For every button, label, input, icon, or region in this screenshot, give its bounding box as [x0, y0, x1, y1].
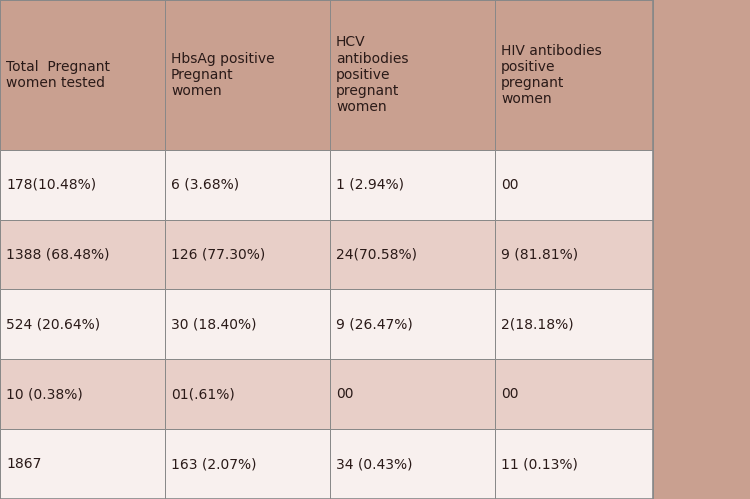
Bar — [165, 150, 330, 220]
Text: 178(10.48%): 178(10.48%) — [6, 178, 96, 192]
Text: 00: 00 — [501, 387, 518, 401]
Bar — [330, 359, 495, 429]
Text: Total  Pregnant
women tested: Total Pregnant women tested — [6, 60, 110, 90]
Bar — [165, 429, 330, 499]
Bar — [330, 0, 495, 150]
Text: 524 (20.64%): 524 (20.64%) — [6, 317, 100, 331]
Bar — [0, 429, 165, 499]
Bar — [495, 429, 652, 499]
Bar — [330, 429, 495, 499]
Text: 163 (2.07%): 163 (2.07%) — [171, 457, 256, 471]
Text: 1 (2.94%): 1 (2.94%) — [336, 178, 404, 192]
Bar — [0, 220, 165, 289]
Text: 2(18.18%): 2(18.18%) — [501, 317, 574, 331]
Bar — [0, 289, 165, 359]
Text: 10 (0.38%): 10 (0.38%) — [6, 387, 82, 401]
Bar — [330, 150, 495, 220]
Bar — [495, 0, 652, 150]
Bar — [330, 289, 495, 359]
Text: 1388 (68.48%): 1388 (68.48%) — [6, 248, 109, 261]
Bar — [0, 150, 165, 220]
Text: 00: 00 — [501, 178, 518, 192]
Bar — [495, 150, 652, 220]
Bar — [495, 220, 652, 289]
Text: 11 (0.13%): 11 (0.13%) — [501, 457, 578, 471]
Text: HbsAg positive
Pregnant
women: HbsAg positive Pregnant women — [171, 52, 274, 98]
Bar — [165, 220, 330, 289]
Text: 01(.61%): 01(.61%) — [171, 387, 235, 401]
Bar — [0, 359, 165, 429]
Text: 9 (81.81%): 9 (81.81%) — [501, 248, 578, 261]
Bar — [165, 359, 330, 429]
Bar — [330, 220, 495, 289]
Text: 24(70.58%): 24(70.58%) — [336, 248, 417, 261]
Text: HIV antibodies
positive
pregnant
women: HIV antibodies positive pregnant women — [501, 43, 602, 106]
Text: 30 (18.40%): 30 (18.40%) — [171, 317, 256, 331]
Text: 00: 00 — [336, 387, 353, 401]
Text: 6 (3.68%): 6 (3.68%) — [171, 178, 239, 192]
Text: 9 (26.47%): 9 (26.47%) — [336, 317, 412, 331]
Bar — [165, 289, 330, 359]
Text: 126 (77.30%): 126 (77.30%) — [171, 248, 266, 261]
Text: 1867: 1867 — [6, 457, 41, 471]
Bar — [165, 0, 330, 150]
Bar — [495, 289, 652, 359]
Bar — [495, 359, 652, 429]
Bar — [0, 0, 165, 150]
Text: HCV
antibodies
positive
pregnant
women: HCV antibodies positive pregnant women — [336, 35, 409, 114]
Text: 34 (0.43%): 34 (0.43%) — [336, 457, 412, 471]
